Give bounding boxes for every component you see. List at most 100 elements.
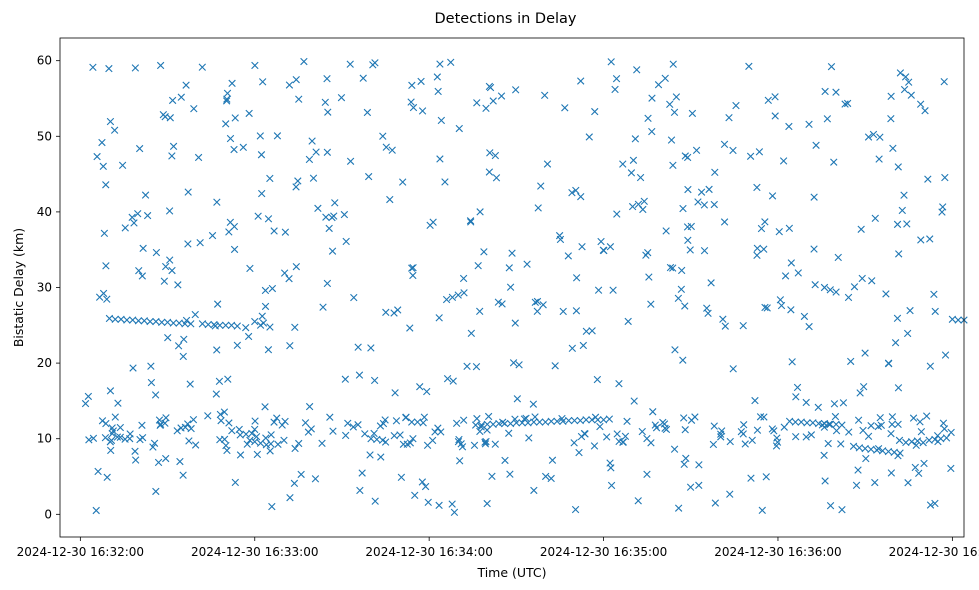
data-point-marker <box>318 439 326 448</box>
data-point-marker <box>223 446 231 455</box>
data-point-marker <box>467 329 476 338</box>
data-point-marker <box>323 279 332 288</box>
data-point-marker <box>621 432 630 441</box>
data-point-marker <box>726 490 734 498</box>
data-point-marker <box>99 289 108 298</box>
data-point-marker <box>270 418 278 426</box>
data-point-marker <box>250 425 259 434</box>
data-point-marker <box>408 81 416 90</box>
data-point-marker <box>162 414 170 422</box>
data-point-marker <box>187 320 195 328</box>
data-point-marker <box>152 248 161 257</box>
data-point-marker <box>669 60 677 68</box>
data-point-marker <box>807 431 816 439</box>
data-point-marker <box>482 104 490 113</box>
data-point-marker <box>861 349 869 357</box>
data-point-marker <box>111 413 119 421</box>
data-point-marker <box>681 302 689 310</box>
data-point-marker <box>349 423 358 431</box>
data-point-marker <box>913 437 922 445</box>
data-point-marker <box>607 58 615 66</box>
data-point-marker <box>93 152 101 161</box>
data-point-marker <box>534 204 542 212</box>
data-point-marker <box>755 148 764 156</box>
data-point-marker <box>864 432 873 440</box>
data-point-marker <box>267 440 275 448</box>
data-point-marker <box>720 140 729 148</box>
data-point-marker <box>181 423 190 431</box>
data-point-marker <box>548 456 557 464</box>
data-point-marker <box>575 448 583 457</box>
data-point-marker <box>402 413 410 421</box>
data-point-marker <box>720 218 729 226</box>
data-point-marker <box>887 429 895 438</box>
data-point-marker <box>844 293 853 302</box>
data-point-marker <box>164 333 172 342</box>
data-point-marker <box>794 269 802 277</box>
data-point-marker <box>533 307 542 316</box>
data-point-marker <box>763 304 771 312</box>
data-point-marker <box>471 421 480 429</box>
data-point-marker <box>674 504 683 512</box>
data-point-marker <box>273 414 281 422</box>
data-point-marker <box>931 307 939 316</box>
data-point-marker <box>662 227 670 235</box>
data-point-marker <box>645 273 653 281</box>
data-point-marker <box>433 73 442 81</box>
data-point-marker <box>370 376 379 385</box>
data-point-marker <box>644 114 652 123</box>
data-point-marker <box>346 60 354 68</box>
data-point-marker <box>231 114 239 122</box>
data-point-marker <box>933 431 942 440</box>
data-point-marker <box>791 418 800 426</box>
data-point-marker <box>151 391 160 399</box>
data-point-marker <box>258 189 266 198</box>
data-point-marker <box>832 288 840 296</box>
data-point-marker <box>473 99 481 107</box>
data-point-marker <box>894 420 902 429</box>
data-point-marker <box>893 314 902 322</box>
data-point-marker <box>856 389 864 397</box>
data-point-marker <box>162 454 170 463</box>
data-point-marker <box>669 264 677 272</box>
data-point-marker <box>141 191 150 199</box>
data-point-marker <box>916 100 925 108</box>
data-point-marker <box>246 264 254 273</box>
data-point-marker <box>740 421 748 429</box>
data-point-marker <box>523 260 531 268</box>
data-point-marker <box>585 133 593 141</box>
data-point-marker <box>821 87 829 96</box>
data-point-marker <box>225 419 233 427</box>
data-point-marker <box>488 472 496 481</box>
data-point-marker <box>903 220 911 228</box>
data-point-marker <box>361 430 369 438</box>
data-point-marker <box>894 384 903 392</box>
data-point-marker <box>99 162 107 171</box>
x-tick-label: 2024-12-30 16:36:00 <box>714 545 841 559</box>
data-point-marker <box>666 263 675 272</box>
data-point-marker <box>793 383 802 392</box>
data-point-marker <box>551 362 559 370</box>
data-point-marker <box>887 92 895 100</box>
data-point-marker <box>753 251 761 260</box>
data-point-marker <box>354 421 362 429</box>
y-tick-label: 20 <box>37 356 52 370</box>
data-point-marker <box>613 210 621 218</box>
data-point-marker <box>131 456 140 464</box>
data-point-marker <box>216 410 225 419</box>
data-point-marker <box>363 108 372 117</box>
data-point-marker <box>572 186 580 195</box>
data-point-marker <box>671 346 679 354</box>
data-point-marker <box>643 470 651 478</box>
data-point-marker <box>252 433 261 441</box>
data-point-marker <box>246 436 254 445</box>
data-point-marker <box>904 479 912 487</box>
data-point-marker <box>768 192 777 200</box>
data-point-marker <box>940 425 949 433</box>
data-point-marker <box>189 415 198 424</box>
data-point-marker <box>820 451 828 460</box>
data-point-marker <box>256 132 264 140</box>
data-point-marker <box>177 93 185 101</box>
data-point-marker <box>281 228 290 236</box>
data-point-marker <box>623 417 631 426</box>
